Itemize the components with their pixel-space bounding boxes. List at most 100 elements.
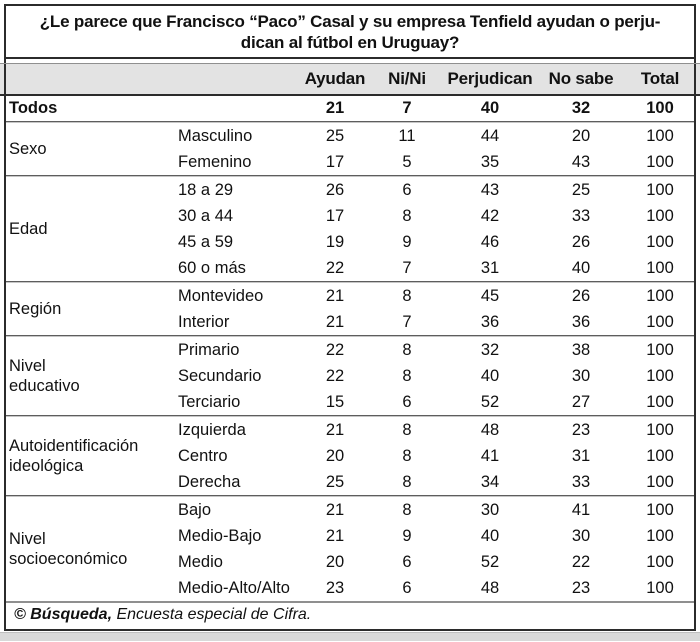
value-cell: 25 (325, 127, 345, 145)
value-cell: 52 (480, 393, 500, 411)
value-cell: 100 (646, 313, 674, 331)
value-cell: 100 (646, 127, 674, 145)
value-cell: 38 (571, 341, 591, 359)
total-row: Todos 21 7 40 32 100 (6, 96, 694, 121)
value-cell: 25 (571, 181, 591, 199)
value-cell: 9 (402, 233, 412, 251)
value-cell: 8 (402, 341, 412, 359)
row-label: Femenino (178, 153, 252, 171)
value-cell: 8 (402, 287, 412, 305)
value-cell: 100 (646, 153, 674, 171)
value-cell: 8 (402, 367, 412, 385)
section-divider (6, 415, 694, 417)
value-cell: 100 (646, 207, 674, 225)
value-cell: 45 (480, 287, 500, 305)
value-cell: 20 (325, 447, 345, 465)
row-label: Bajo (178, 501, 212, 519)
source-note-text: Encuesta especial de Cifra. (112, 606, 312, 623)
value-cell: 100 (646, 421, 674, 439)
value-cell: 20 (325, 553, 345, 571)
value-cell: 36 (571, 313, 591, 331)
row-label: Montevideo (178, 287, 264, 305)
group-label: Nivel educativo (9, 357, 80, 395)
table-section-3: Nivel educativo Primario 22 8 32 38 100 Secunda… (6, 337, 694, 415)
row-label: Izquierda (178, 421, 246, 439)
row-label: Primario (178, 341, 240, 359)
value-cell: 100 (646, 527, 674, 545)
value-cell: 30 (480, 501, 500, 519)
value-cell: 23 (325, 579, 345, 597)
value-cell: 100 (646, 473, 674, 491)
value-cell: 100 (646, 287, 674, 305)
value-cell: 100 (646, 99, 674, 117)
column-header-total: Total (640, 69, 680, 88)
column-header-ayudan: Ayudan (304, 69, 366, 88)
value-cell: 100 (646, 181, 674, 199)
survey-question-title: ¿Le parece que Francisco “Paco” Casal y … (6, 6, 694, 59)
section-divider (6, 335, 694, 337)
value-cell: 33 (571, 473, 591, 491)
value-cell: 100 (646, 447, 674, 465)
value-cell: 40 (571, 259, 591, 277)
value-cell: 22 (325, 367, 345, 385)
value-cell: 48 (480, 421, 500, 439)
row-label: 60 o más (178, 259, 246, 277)
value-cell: 33 (571, 207, 591, 225)
value-cell: 15 (325, 393, 345, 411)
value-cell: 36 (480, 313, 500, 331)
value-cell: 21 (325, 99, 345, 117)
value-cell: 48 (480, 579, 500, 597)
value-cell: 42 (480, 207, 500, 225)
value-cell: 6 (402, 579, 412, 597)
value-cell: 8 (402, 473, 412, 491)
value-cell: 22 (325, 341, 345, 359)
value-cell: 8 (402, 501, 412, 519)
value-cell: 34 (480, 473, 500, 491)
value-cell: 40 (480, 99, 500, 117)
section-divider (6, 281, 694, 283)
value-cell: 31 (480, 259, 500, 277)
value-cell: 30 (571, 527, 591, 545)
value-cell: 22 (325, 259, 345, 277)
value-cell: 43 (571, 153, 591, 171)
value-cell: 8 (402, 421, 412, 439)
value-cell: 21 (325, 421, 345, 439)
value-cell: 23 (571, 579, 591, 597)
value-cell: 20 (571, 127, 591, 145)
column-header-nosabe: No sabe (548, 69, 614, 88)
table-section-2: Región Montevideo 21 8 45 26 100 Interior 21 7 36 3… (6, 283, 694, 335)
value-cell: 7 (402, 313, 412, 331)
row-label: Medio (178, 553, 223, 571)
value-cell: 21 (325, 313, 345, 331)
value-cell: 11 (398, 127, 416, 145)
source-note-publication: © Búsqueda, (14, 606, 113, 623)
row-label: Terciario (178, 393, 241, 411)
value-cell: 46 (480, 233, 500, 251)
value-cell: 100 (646, 553, 674, 571)
value-cell: 6 (402, 553, 412, 571)
header-spacer-sub (172, 64, 300, 94)
value-cell: 7 (402, 259, 412, 277)
value-cell: 100 (646, 579, 674, 597)
section-divider (6, 121, 694, 123)
value-cell: 41 (480, 447, 500, 465)
row-label: Medio-Bajo (178, 527, 262, 545)
row-label: Secundario (178, 367, 262, 385)
value-cell: 43 (480, 181, 500, 199)
value-cell: 8 (402, 447, 412, 465)
value-cell: 21 (325, 287, 345, 305)
value-cell: 52 (480, 553, 500, 571)
group-label: Edad (9, 220, 48, 238)
value-cell: 41 (571, 501, 591, 519)
column-header-perjudican: Perjudican (447, 69, 533, 88)
value-cell: 100 (646, 393, 674, 411)
value-cell: 100 (646, 367, 674, 385)
value-cell: 27 (571, 393, 591, 411)
column-header-nini: Ni/Ni (388, 69, 426, 88)
total-row-label: Todos (9, 99, 58, 117)
value-cell: 26 (571, 233, 591, 251)
value-cell: 17 (325, 207, 345, 225)
table-section-4: Autoidentificación ideológica Izquierda 21… (6, 417, 694, 495)
header-spacer-group (6, 64, 172, 94)
value-cell: 21 (325, 501, 345, 519)
